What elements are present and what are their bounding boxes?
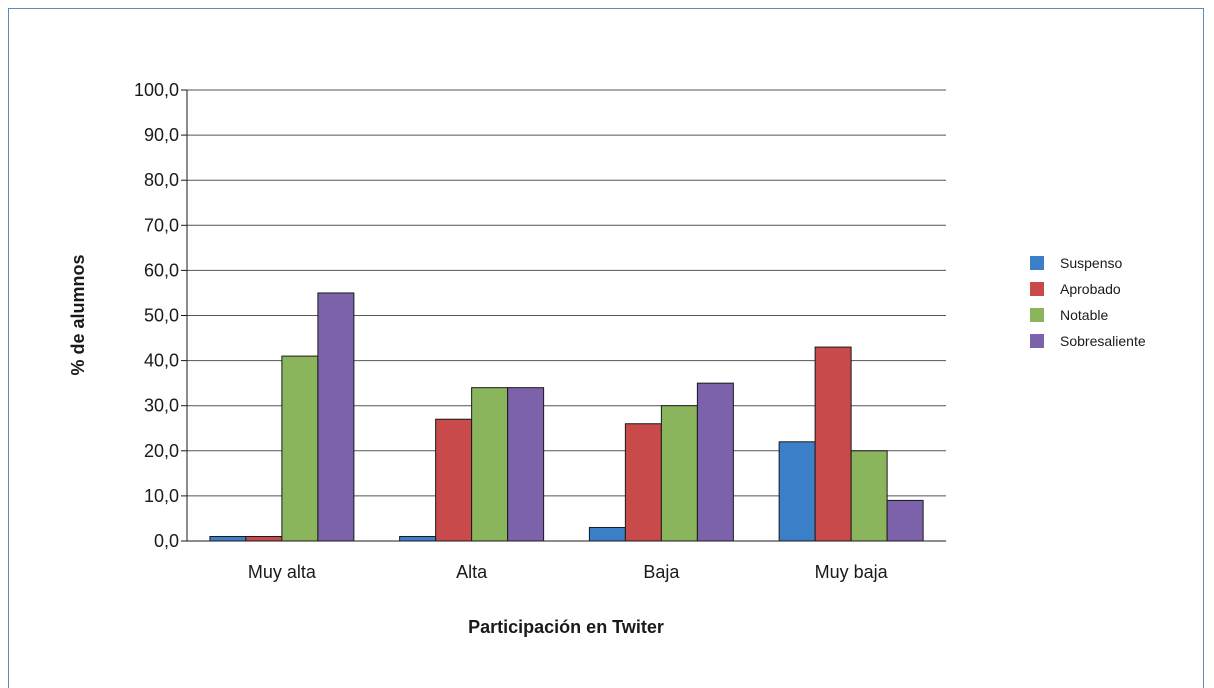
bar-aprobado <box>435 418 473 542</box>
bar-notable <box>471 387 509 542</box>
bar-aprobado <box>624 423 662 542</box>
legend: Suspenso Aprobado Notable Sobresaliente <box>1030 255 1146 349</box>
y-tick-label: 90,0 <box>144 125 179 145</box>
legend-label-notable: Notable <box>1060 307 1108 323</box>
x-axis-title: Participación en Twiter <box>468 617 664 637</box>
x-tick-label: Baja <box>643 562 680 582</box>
bar-suspenso <box>209 535 247 542</box>
legend-label-suspenso: Suspenso <box>1060 255 1122 271</box>
x-tick-label: Muy alta <box>248 562 317 582</box>
x-tick-label: Alta <box>456 562 488 582</box>
bar-aprobado <box>245 535 283 542</box>
y-tick-label: 70,0 <box>144 215 179 235</box>
legend-label-aprobado: Aprobado <box>1060 281 1121 297</box>
y-tick-label: 60,0 <box>144 260 179 280</box>
bar-sobresaliente <box>886 499 924 542</box>
axes <box>186 90 946 542</box>
bar-suspenso <box>778 441 816 542</box>
legend-swatch-sobresaliente <box>1030 334 1044 348</box>
y-tick-label: 80,0 <box>144 170 179 190</box>
y-tick-label: 40,0 <box>144 351 179 371</box>
bar-notable <box>281 355 319 542</box>
legend-swatch-notable <box>1030 308 1044 322</box>
x-tick-label: Muy baja <box>815 562 889 582</box>
bar-sobresaliente <box>507 387 545 542</box>
y-tick-label: 10,0 <box>144 486 179 506</box>
bar-sobresaliente <box>317 292 355 542</box>
y-tick-label: 20,0 <box>144 441 179 461</box>
y-tick-label: 100,0 <box>134 80 179 100</box>
chart-frame <box>8 8 1204 688</box>
bar-aprobado <box>814 346 852 542</box>
y-tick-label: 50,0 <box>144 306 179 326</box>
bar-suspenso <box>399 535 437 542</box>
bar-suspenso <box>588 526 626 542</box>
bars <box>209 292 924 542</box>
y-tick-label: 30,0 <box>144 396 179 416</box>
y-axis-title: % de alumnos <box>68 254 88 375</box>
bar-notable <box>660 405 698 542</box>
bar-sobresaliente <box>696 382 734 542</box>
legend-swatch-aprobado <box>1030 282 1044 296</box>
legend-label-sobresaliente: Sobresaliente <box>1060 333 1146 349</box>
x-tick-labels: Muy alta Alta Baja Muy baja <box>248 562 889 582</box>
bar-notable <box>850 450 888 542</box>
y-tick-label: 0,0 <box>154 531 179 551</box>
legend-swatch-suspenso <box>1030 256 1044 270</box>
y-tick-labels: 0,0 10,0 20,0 30,0 40,0 50,0 60,0 70,0 80,0 90,0 1… <box>134 80 179 551</box>
